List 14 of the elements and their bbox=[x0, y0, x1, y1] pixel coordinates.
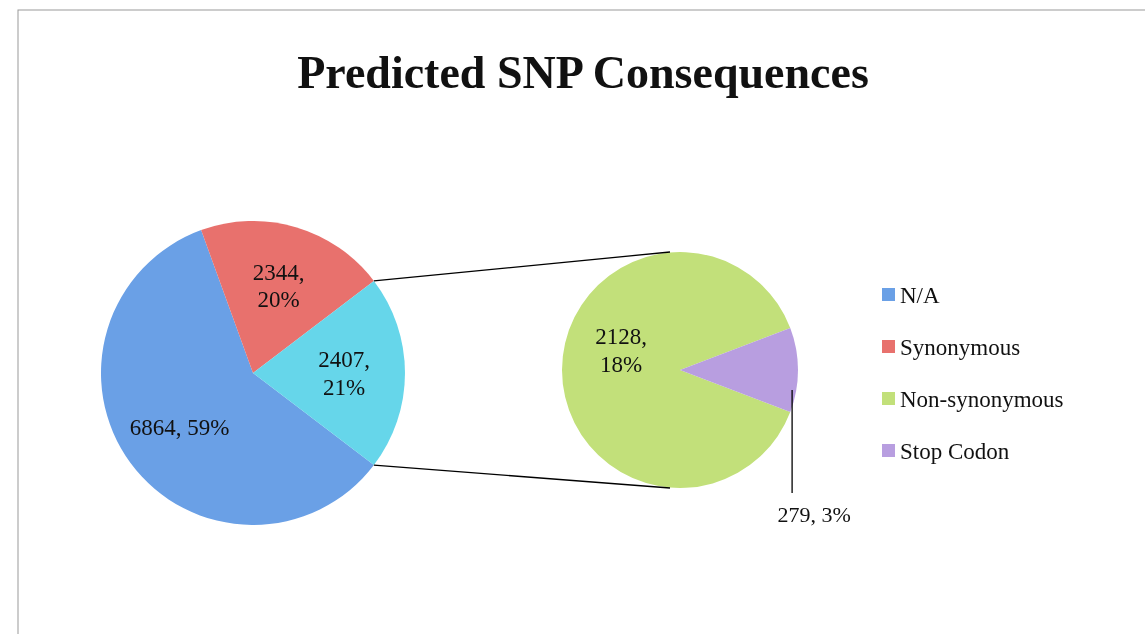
data-label: 279, 3% bbox=[777, 502, 851, 527]
legend-label: Synonymous bbox=[900, 335, 1021, 361]
legend-label: Non-synonymous bbox=[900, 387, 1064, 413]
legend-label: N/A bbox=[900, 283, 940, 309]
data-label: 2344, 20% bbox=[252, 259, 305, 313]
pie-slice bbox=[101, 230, 374, 525]
pie-slice bbox=[680, 327, 798, 413]
legend-label: Stop Codon bbox=[900, 439, 1010, 465]
pie-slice bbox=[201, 221, 374, 373]
data-label: 2128, 18% bbox=[595, 324, 647, 377]
data-label: 2407, 21% bbox=[318, 347, 371, 400]
chart-title: Predicted SNP Consequences bbox=[297, 47, 869, 98]
pie-slice bbox=[562, 252, 791, 488]
data-label: 6864, 59% bbox=[129, 415, 230, 441]
